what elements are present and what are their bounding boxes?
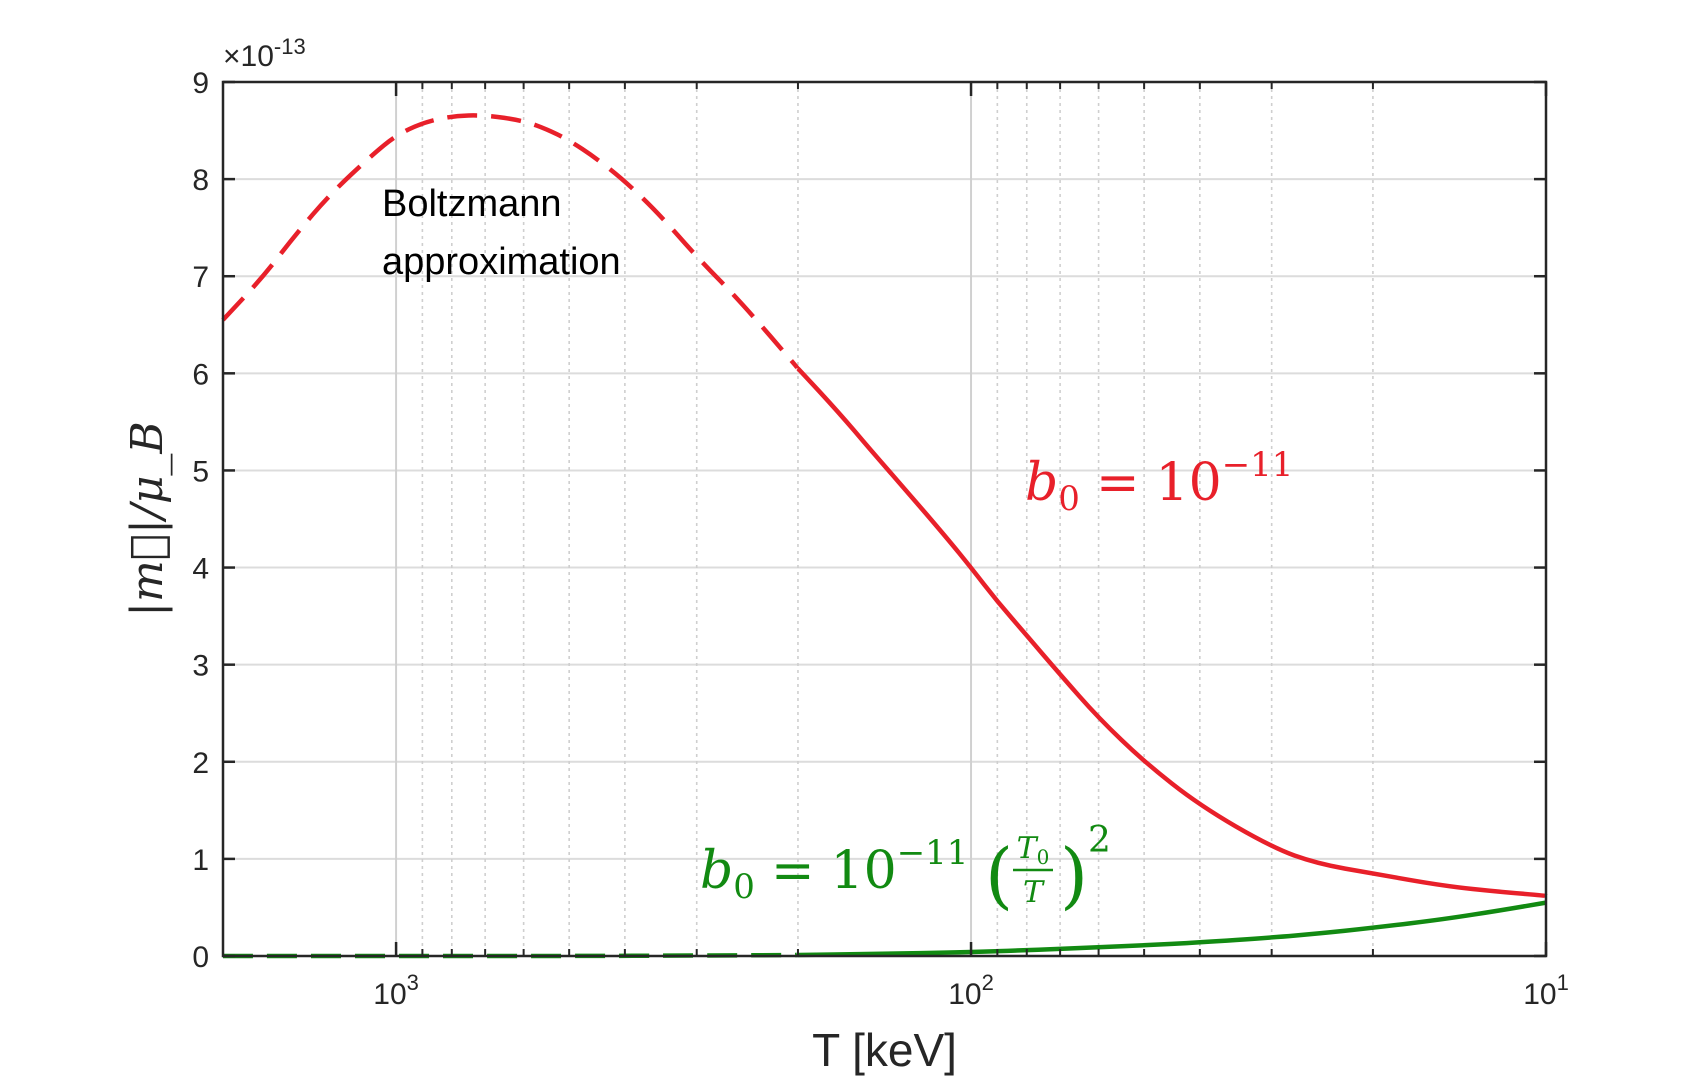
y-exponent-base: ×10: [223, 40, 274, 73]
y-tick-label: 9: [192, 67, 209, 100]
y-tick-label: 3: [192, 650, 209, 683]
plot-frame: [221, 80, 1548, 958]
series-1-label-frac-den: T: [1023, 875, 1045, 910]
y-tick-label: 0: [192, 941, 209, 974]
series-0-label-base: 10: [1156, 453, 1222, 513]
series-1-label-lparen: (: [985, 833, 1013, 917]
y-exponent-label: ×10-13: [223, 34, 306, 73]
series-0-label-eq: =: [1096, 453, 1140, 513]
x-tick-base: 10: [373, 978, 406, 1011]
series-1-label-var: b: [700, 841, 733, 901]
y-tick-label: 2: [192, 747, 209, 780]
series-1-label-frac-num: T0: [1017, 831, 1050, 869]
y-tick-label: 7: [192, 261, 209, 294]
series-0-label-sup: −11: [1222, 445, 1294, 485]
y-tick-label: 4: [192, 553, 209, 586]
y-exponent-power: -13: [274, 34, 306, 59]
series-1-label-sup: −11: [897, 833, 969, 873]
x-tick-base: 10: [948, 978, 981, 1011]
annotation-text: approximation: [382, 241, 621, 283]
y-tick-label: 6: [192, 358, 209, 391]
x-axis-label: T [keV]: [812, 1024, 957, 1076]
y-tick-label: 8: [192, 164, 209, 197]
y-tick-label: 1: [192, 844, 209, 877]
series-0-label-var: b: [1025, 453, 1058, 513]
series-1-label-frac-num-sub: 0: [1037, 845, 1050, 869]
series-1-label: b0 = 10−11: [700, 833, 968, 907]
series-1-label-sub: 0: [733, 867, 755, 907]
x-tick-label: 101: [1523, 970, 1569, 1011]
series-0-label-sub: 0: [1058, 479, 1080, 519]
y-axis-label: |m⃗|/μ_B: [122, 421, 173, 617]
series-1-label-rparen: ): [1060, 833, 1088, 917]
series-1-label-frac-num-var: T: [1017, 831, 1039, 866]
series-0-label: b0 = 10−11: [1025, 445, 1293, 519]
y-tick-label: 5: [192, 455, 209, 488]
ticks: [222, 80, 1548, 958]
x-tick-power: 3: [407, 970, 419, 995]
series-1-label-outer-sup: 2: [1088, 820, 1111, 861]
series-0-solid-line: [796, 366, 1548, 899]
annotation-text: Boltzmann: [382, 183, 562, 225]
x-tick-power: 1: [1557, 970, 1569, 995]
x-tick-power: 2: [982, 970, 994, 995]
series-0-dashed-line: [221, 113, 801, 370]
series-1-label-base: 10: [831, 841, 897, 901]
x-tick-label: 103: [373, 970, 419, 1011]
series-1-label-eq: =: [771, 841, 815, 901]
x-tick-label: 102: [948, 970, 994, 1011]
x-tick-base: 10: [1523, 978, 1556, 1011]
series-1-solid-line: [797, 900, 1547, 958]
